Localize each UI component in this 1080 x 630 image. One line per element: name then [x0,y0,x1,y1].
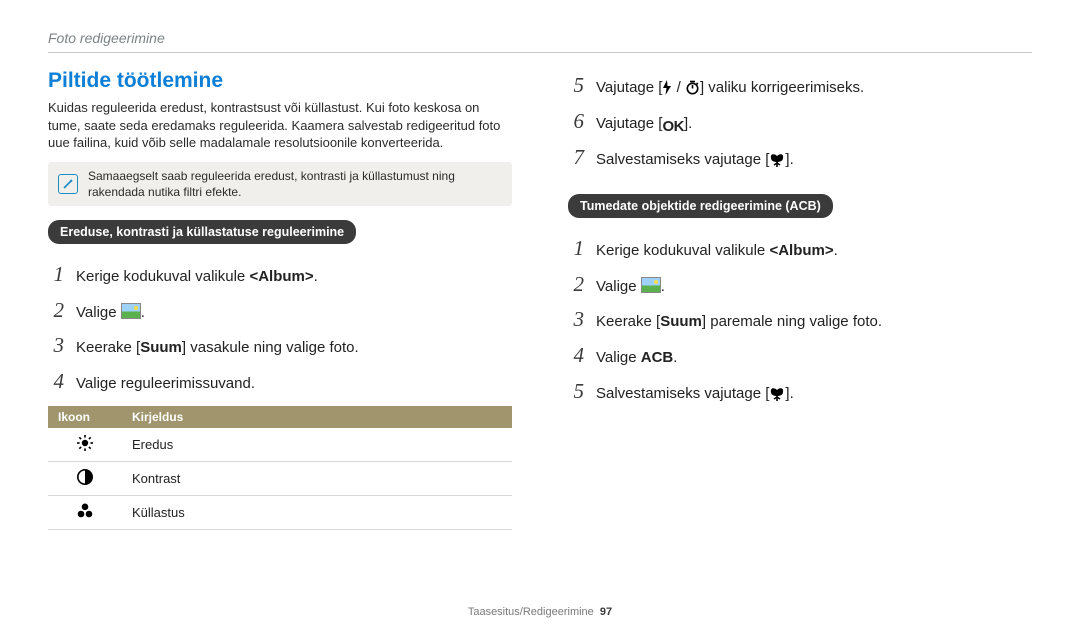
flash-icon [662,80,672,95]
divider [48,52,1032,53]
album-label: <Album> [249,268,313,285]
step-text: Valige [596,278,641,295]
acb-label: ACB [641,349,674,366]
table-header-icon: Ikoon [48,406,122,428]
table-cell: Kontrast [122,462,512,496]
step-text: Keerake [ [76,339,140,356]
footer: Taasesitus/Redigeerimine 97 [0,606,1080,618]
step-text: Valige [76,304,121,321]
step-text: ]. [684,115,692,132]
contrast-icon [48,462,122,496]
steps-right-bottom: Kerige kodukuval valikule <Album>. Valig… [568,232,1032,408]
step-text: ] paremale ning valige foto. [702,313,882,330]
note-box: Samaaegselt saab reguleerida eredust, ko… [48,162,512,206]
zoom-label: Suum [140,339,182,356]
note-icon [58,174,78,194]
step-text: . [673,349,677,366]
timer-icon [685,80,700,95]
icons-table: Ikoon Kirjeldus [48,406,512,530]
step-text: ] valiku korrigeerimiseks. [700,79,864,96]
macro-icon [769,153,785,167]
table-header-desc: Kirjeldus [122,406,512,428]
intro-text: Kuidas reguleerida eredust, kontrastsust… [48,99,512,152]
macro-icon [769,387,785,401]
steps-right-top: Vajutage [ / ] valiku korrigeerimiseks. … [568,69,1032,174]
left-column: Piltide töötlemine Kuidas reguleerida er… [48,69,512,530]
step-text: . [834,242,838,259]
note-text: Samaaegselt saab reguleerida eredust, ko… [88,168,502,200]
steps-left: Kerige kodukuval valikule <Album>. Valig… [48,258,512,398]
ok-icon: OK [662,115,684,139]
page-title: Piltide töötlemine [48,69,512,93]
zoom-label: Suum [660,313,702,330]
subheading-right: Tumedate objektide redigeerimine (ACB) [568,194,833,218]
table-row: Eredus [48,428,512,462]
right-column: Vajutage [ / ] valiku korrigeerimiseks. … [568,69,1032,530]
step-text: . [141,304,145,321]
table-row: Küllastus [48,496,512,530]
step-text: ]. [785,151,793,168]
step-text: Salvestamiseks vajutage [ [596,385,769,402]
step-text: Vajutage [ [596,79,662,96]
page-number: 97 [600,606,612,618]
step-text: Kerige kodukuval valikule [76,268,249,285]
step-text: Salvestamiseks vajutage [ [596,151,769,168]
album-icon [641,277,661,293]
step-text: Keerake [ [596,313,660,330]
step-text: Kerige kodukuval valikule [596,242,769,259]
footer-text: Taasesitus/Redigeerimine [468,606,594,618]
table-row: Kontrast [48,462,512,496]
step-text: Valige reguleerimissuvand. [76,372,512,396]
table-cell: Eredus [122,428,512,462]
album-label: <Album> [769,242,833,259]
step-text: Vajutage [ [596,115,662,132]
step-text: . [661,278,665,295]
brightness-icon [48,428,122,462]
subheading-left: Ereduse, kontrasti ja küllastatuse regul… [48,220,356,244]
table-cell: Küllastus [122,496,512,530]
step-text: . [314,268,318,285]
step-text: ] vasakule ning valige foto. [182,339,359,356]
slash: / [672,79,685,96]
step-text: Valige [596,349,641,366]
step-text: ]. [785,385,793,402]
breadcrumb: Foto redigeerimine [48,30,1032,46]
saturation-icon [48,496,122,530]
album-icon [121,303,141,319]
